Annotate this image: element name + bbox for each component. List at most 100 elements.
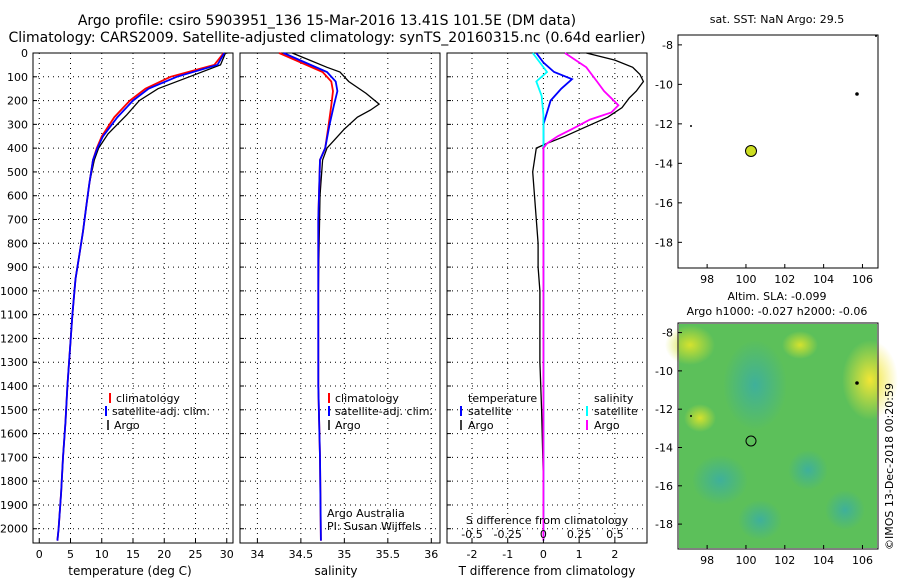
map-x-tick-label: 102 [774, 273, 795, 286]
figure-title-line1: Argo profile: csiro 5903951_136 15-Mar-2… [78, 13, 576, 29]
x-tick-label: 34 [250, 548, 264, 561]
map-x-tick-label: 106 [852, 273, 873, 286]
x-tick-label: 30 [220, 548, 234, 561]
depth-tick-label: 700 [7, 214, 28, 227]
sla-map-frame [677, 322, 879, 550]
x-tick-label: -2 [467, 548, 478, 561]
series-line-satellite-s-diff [531, 52, 549, 541]
map-y-tick-label: -18 [655, 236, 673, 249]
map-y-tick-label: -16 [655, 480, 673, 493]
map-x-tick-label: 102 [774, 554, 795, 567]
series-line-satellite-adj-clim- [283, 52, 339, 541]
temperature-legend: climatology satellite-adj. clim. Argo [105, 392, 210, 432]
sst-map: sat. SST: NaN Argo: 29.5 98 100 102 104 106 -… [655, 13, 879, 286]
difference-panel: -2 -1 0 1 2 -0.5 -0.25 0 0.25 0.5 S difference f… [446, 52, 648, 578]
map-x-tick-label: 98 [700, 273, 714, 286]
depth-tick-label: 200 [7, 95, 28, 108]
depth-tick-label: 2000 [0, 523, 28, 536]
x-tick-label: 35.5 [376, 548, 401, 561]
map-x-tick-label: 104 [813, 273, 834, 286]
depth-tick-label: 1400 [0, 380, 28, 393]
series-line-climatology [278, 52, 334, 541]
s-diff-label: S difference from climatology [466, 514, 629, 527]
depth-tick-label: 800 [7, 237, 28, 250]
legend-t-argo: Argo [468, 419, 494, 432]
s-diff-tick-label: -0.25 [493, 528, 521, 541]
salinity-xlabel: salinity [314, 564, 357, 578]
map-x-tick-label: 104 [813, 554, 834, 567]
map-x-tick-label: 100 [735, 273, 756, 286]
sst-nearby-float [690, 125, 692, 127]
depth-tick-label: 0 [21, 47, 28, 60]
legend-t-satellite: satellite [468, 405, 512, 418]
temperature-xlabel: temperature (deg C) [68, 564, 191, 578]
depth-tick-label: 400 [7, 142, 28, 155]
map-x-tick-label: 100 [735, 554, 756, 567]
x-tick-label: 20 [157, 548, 171, 561]
x-tick-label: 34.5 [289, 548, 314, 561]
salinity-legend: climatology satellite-adj. clim. Argo [328, 392, 433, 432]
legend-satellite: satellite-adj. clim. [335, 405, 433, 418]
sla-nearby-float [855, 381, 859, 385]
series-line-argo [291, 52, 381, 541]
series-line-argo [56, 52, 227, 541]
map-x-tick-label: 98 [700, 554, 714, 567]
difference-legend: temperature satellite Argo salinity sate… [460, 392, 638, 432]
legend-argo: Argo [335, 419, 361, 432]
legend-satellite: satellite-adj. clim. [112, 405, 210, 418]
legend-s-argo: Argo [594, 419, 620, 432]
s-diff-tick-label: 0.25 [567, 528, 592, 541]
depth-tick-label: 1000 [0, 285, 28, 298]
map-y-tick-label: -16 [655, 197, 673, 210]
depth-tick-label: 100 [7, 71, 28, 84]
depth-tick-label: 1200 [0, 332, 28, 345]
x-tick-label: 36 [424, 548, 438, 561]
sst-map-title: sat. SST: NaN Argo: 29.5 [710, 13, 844, 26]
series-line-argo-t-diff [532, 52, 645, 541]
map-y-tick-label: -12 [655, 403, 673, 416]
map-y-tick-label: -8 [662, 39, 673, 52]
figure-title-line2: Climatology: CARS2009. Satellite-adjuste… [8, 30, 645, 46]
depth-tick-label: 1100 [0, 309, 28, 322]
sst-corner-marker [875, 35, 877, 37]
salinity-frame [239, 52, 441, 544]
depth-tick-label: 1500 [0, 404, 28, 417]
x-tick-label: 25 [189, 548, 203, 561]
legend-climatology: climatology [116, 392, 180, 405]
sla-profile-marker [745, 435, 757, 447]
sst-map-frame [677, 34, 879, 269]
x-tick-label: 10 [95, 548, 109, 561]
depth-tick-label: 1800 [0, 475, 28, 488]
depth-tick-label: 1600 [0, 428, 28, 441]
sla-field [665, 324, 898, 548]
depth-axis: 0 100 200 300 400 500 600 700 800 900 1000 1100 1200… [0, 47, 28, 536]
sst-nearby-float [855, 92, 859, 96]
map-x-tick-label: 106 [852, 554, 873, 567]
x-tick-label: 1 [576, 548, 583, 561]
credit-argo-australia: Argo Australia [327, 507, 405, 520]
x-tick-label: 15 [126, 548, 140, 561]
map-y-tick-label: -10 [655, 365, 673, 378]
depth-tick-label: 900 [7, 261, 28, 274]
depth-tick-label: 300 [7, 118, 28, 131]
difference-frame [446, 52, 648, 544]
depth-tick-label: 600 [7, 190, 28, 203]
imos-credit: ©IMOS 13-Dec-2018 00:20:59 [883, 383, 896, 550]
map-y-tick-label: -14 [655, 157, 673, 170]
x-tick-label: -1 [502, 548, 513, 561]
legend-temperature-heading: temperature [468, 392, 537, 405]
x-tick-label: 0 [540, 548, 547, 561]
s-diff-tick-label: 0 [540, 528, 547, 541]
credit-pi: PI: Susan Wijffels [327, 520, 421, 533]
series-line-satellite-adj-clim- [56, 52, 226, 541]
legend-argo: Argo [114, 419, 140, 432]
s-diff-tick-label: 0.5 [606, 528, 624, 541]
depth-tick-label: 500 [7, 166, 28, 179]
legend-salinity-heading: salinity [594, 392, 634, 405]
map-y-tick-label: -14 [655, 441, 673, 454]
map-y-tick-label: -8 [662, 327, 673, 340]
series-line-climatology [56, 52, 225, 541]
x-tick-label: 5 [67, 548, 74, 561]
legend-climatology: climatology [335, 392, 399, 405]
depth-tick-label: 1300 [0, 356, 28, 369]
